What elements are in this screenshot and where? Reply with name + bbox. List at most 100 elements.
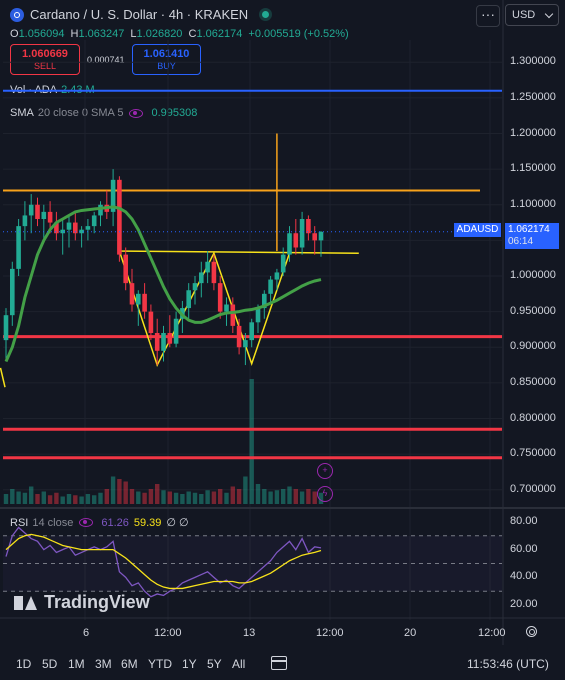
candle-body [312, 233, 317, 240]
candle-body [130, 283, 135, 304]
timeframe-button[interactable]: YTD [148, 657, 172, 671]
tradingview-watermark: TradingView [14, 592, 150, 613]
candle-body [149, 312, 154, 333]
volume-bar [250, 379, 254, 504]
timeframe-button[interactable]: 1D [16, 657, 31, 671]
volume-bar [187, 492, 191, 505]
candle-body [136, 294, 141, 305]
rsi-axis-label: 80.00 [510, 515, 538, 527]
time-axis-label: 12:00 [154, 627, 182, 639]
volume-bar [268, 492, 272, 505]
rsi-axis-label: 20.00 [510, 598, 538, 610]
volume-bar [61, 497, 65, 505]
price-axis-label: 1.100000 [510, 198, 556, 210]
candle-body [67, 223, 72, 230]
volume-bar [23, 493, 27, 504]
rsi-legend-params: 14 close [32, 517, 73, 529]
candle-body [275, 272, 280, 279]
candle-body [117, 180, 122, 255]
volume-bar [149, 489, 153, 504]
candle-body [319, 232, 324, 241]
timeframe-button[interactable]: 1Y [182, 657, 197, 671]
candle-body [212, 262, 217, 283]
volume-bar [168, 492, 172, 505]
volume-bar [105, 489, 109, 504]
volume-bar [29, 487, 33, 505]
rsi-axis-label: 40.00 [510, 570, 538, 582]
volume-bar [256, 484, 260, 504]
volume-bar [124, 482, 128, 505]
lightning-icon[interactable]: ϟ [317, 486, 333, 502]
candle-body [42, 212, 47, 219]
volume-bar [130, 489, 134, 504]
candle-body [86, 226, 91, 230]
volume-bar [48, 495, 52, 504]
candle-body [10, 269, 15, 315]
candle-body [98, 205, 103, 216]
bar-countdown: 06:14 [508, 236, 559, 248]
time-axis-label: 20 [404, 627, 416, 639]
time-axis-label: 6 [83, 627, 89, 639]
timeframe-button[interactable]: 1M [68, 657, 85, 671]
volume-bar [142, 493, 146, 504]
time-axis-label: 12:00 [478, 627, 506, 639]
volume-bar [10, 489, 14, 504]
tradingview-logo-icon [14, 596, 38, 610]
candle-body [231, 305, 236, 326]
candle-body [287, 233, 292, 254]
volume-bar [193, 493, 197, 504]
volume-bar [218, 489, 222, 504]
rsi-ma-value: 59.39 [134, 517, 162, 529]
volume-bar [287, 487, 291, 505]
last-price-box: 1.062174 06:14 [505, 223, 559, 249]
volume-bar [237, 489, 241, 504]
timeframe-button[interactable]: 6M [121, 657, 138, 671]
rsi-axis-label: 60.00 [510, 543, 538, 555]
candle-body [205, 262, 210, 273]
candle-body [199, 272, 204, 283]
timeframe-button[interactable]: 5D [42, 657, 57, 671]
calendar-icon[interactable] [271, 656, 287, 670]
candle-body [268, 280, 273, 294]
volume-bar [212, 492, 216, 505]
rsi-legend-name: RSI [10, 517, 28, 529]
volume-bar [4, 494, 8, 504]
timeframe-button[interactable]: 5Y [207, 657, 222, 671]
candle-body [224, 305, 229, 312]
volume-bar [205, 490, 209, 504]
volume-bar [92, 495, 96, 504]
watermark-text: TradingView [44, 592, 150, 613]
price-axis-label: 0.850000 [510, 376, 556, 388]
candle-body [60, 230, 65, 234]
trend-line [119, 251, 358, 253]
rsi-eye-icon[interactable] [79, 518, 93, 527]
rsi-legend[interactable]: RSI 14 close 61.26 59.39 ∅ ∅ [10, 516, 189, 529]
rsi-value: 61.26 [101, 517, 129, 529]
price-axis-label: 1.200000 [510, 127, 556, 139]
rsi-extra-value: ∅ ∅ [166, 516, 188, 529]
candle-body [218, 283, 223, 312]
last-price-value: 1.062174 [508, 224, 559, 236]
timeframe-button[interactable]: 3M [95, 657, 112, 671]
candle-body [23, 215, 28, 226]
utc-clock[interactable]: 11:53:46 (UTC) [467, 657, 549, 671]
last-price-symbol-tag: ADAUSD [454, 223, 501, 237]
timeframe-button[interactable]: All [232, 657, 245, 671]
volume-bar [180, 494, 184, 504]
gear-icon[interactable] [526, 626, 537, 637]
candle-body [281, 255, 286, 273]
candle-body [249, 322, 254, 340]
volume-bar [294, 489, 298, 504]
price-axis-label: 0.900000 [510, 340, 556, 352]
candle-body [294, 233, 299, 247]
volume-bar [275, 490, 279, 504]
candle-body [256, 308, 261, 322]
candle-body [237, 326, 242, 347]
alert-icon[interactable]: + [317, 463, 333, 479]
volume-bar [73, 495, 77, 504]
volume-bar [136, 492, 140, 505]
volume-bar [86, 494, 90, 504]
volume-bar [117, 479, 121, 504]
price-axis-label: 1.000000 [510, 269, 556, 281]
